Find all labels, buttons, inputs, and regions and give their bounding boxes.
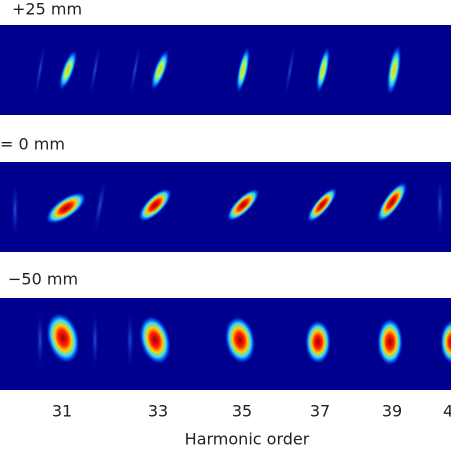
x-tick-label: 4 — [443, 402, 451, 421]
panel-label: +25 mm — [12, 0, 82, 19]
panel — [0, 25, 451, 115]
x-tick-label: 39 — [382, 402, 402, 421]
x-tick-label: 31 — [52, 402, 72, 421]
x-tick-label: 37 — [310, 402, 330, 421]
x-axis-label: Harmonic order — [185, 430, 310, 449]
panel — [0, 298, 451, 390]
x-tick-label: 33 — [148, 402, 168, 421]
panel-label: = 0 mm — [0, 135, 65, 154]
x-axis: 31 33 35 37 39 4 Harmonic order — [52, 402, 451, 449]
panel — [0, 162, 451, 252]
panel-label: −50 mm — [8, 270, 78, 289]
x-tick-label: 35 — [232, 402, 252, 421]
